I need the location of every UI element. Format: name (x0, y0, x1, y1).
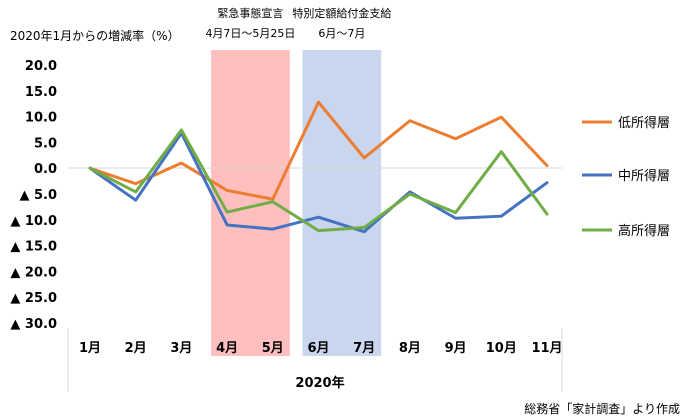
x-axis-group-label: 2020年 (295, 375, 344, 391)
x-tick-label: 1月 (79, 341, 101, 356)
x-tick-label: 3月 (170, 341, 192, 356)
x-axis: 1月 2月 3月 4月 5月 6月 7月 8月 9月 10月 11月 (67, 328, 563, 392)
source-note: 総務省「家計調査」より作成 (524, 401, 680, 416)
y-tick-label: ▲ 25.0 (10, 291, 57, 306)
y-tick-label: 0.0 (34, 162, 57, 177)
highlight-labels: 緊急事態宣言 4月7日～5月25日 特別定額給付金支給 6月～7月 (205, 6, 391, 40)
y-axis-ticks: 20.0 15.0 10.0 5.0 0.0 ▲ 5.0 ▲ 10.0 ▲ 15.0 ▲ 20.… (10, 59, 57, 332)
highlight-subtitle-2: 6月～7月 (318, 27, 365, 40)
y-tick-label: ▲ 15.0 (10, 240, 57, 255)
highlight-title-1: 緊急事態宣言 (217, 6, 283, 20)
y-tick-label: 20.0 (25, 59, 57, 74)
y-tick-label: 15.0 (25, 85, 57, 100)
y-tick-label: ▲ 10.0 (10, 214, 57, 229)
series-line-1 (88, 100, 549, 201)
y-tick-label: 10.0 (25, 111, 57, 126)
highlight-band-2 (302, 50, 382, 356)
legend-label-1: 低所得層 (618, 115, 670, 131)
x-tick-label: 4月 (216, 341, 238, 356)
y-tick-label: ▲ 30.0 (10, 317, 57, 332)
x-tick-label: 6月 (307, 341, 329, 356)
highlight-bands (211, 50, 382, 356)
series-line-3 (88, 128, 549, 233)
y-axis-title: 2020年1月からの増減率（%） (10, 28, 180, 43)
y-tick-label: 5.0 (34, 136, 57, 151)
x-tick-label: 7月 (353, 341, 375, 356)
series-line-2 (88, 131, 549, 234)
x-tick-label: 2月 (125, 341, 147, 356)
highlight-subtitle-1: 4月7日～5月25日 (205, 27, 295, 40)
highlight-title-2: 特別定額給付金支給 (292, 6, 391, 20)
x-tick-label: 11月 (531, 341, 562, 356)
series-lines (88, 100, 549, 234)
x-tick-label: 9月 (445, 341, 467, 356)
x-tick-label: 10月 (486, 341, 517, 356)
y-tick-label: ▲ 20.0 (10, 265, 57, 280)
x-tick-label: 8月 (399, 341, 421, 356)
y-tick-label: ▲ 5.0 (19, 188, 57, 203)
legend-label-2: 中所得層 (618, 168, 670, 184)
legend-label-3: 高所得層 (618, 223, 670, 239)
x-tick-label: 5月 (262, 341, 284, 356)
